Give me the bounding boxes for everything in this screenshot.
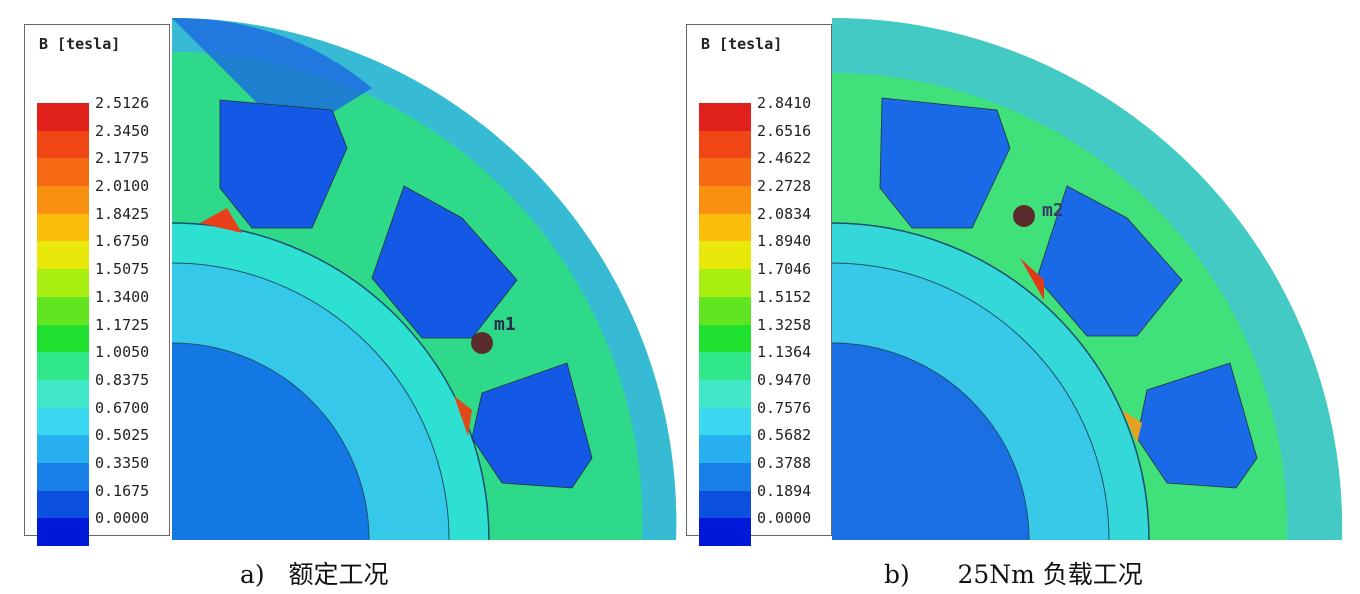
legend-title-b: B [tesla] — [701, 35, 783, 53]
caption-a: a) 额定工况 — [240, 560, 389, 589]
tick-label: 1.8425 — [95, 204, 150, 223]
color-swatch — [699, 324, 751, 353]
tick-label: 1.5075 — [95, 260, 150, 279]
color-swatch — [699, 352, 751, 380]
tick-label: 1.7046 — [757, 260, 812, 279]
color-swatch — [37, 130, 89, 159]
tick-label: 1.1725 — [95, 315, 150, 334]
tick-label: 0.8375 — [95, 370, 150, 389]
tick-label: 0.6700 — [95, 398, 150, 417]
tick-label: 0.5025 — [95, 426, 150, 445]
color-swatch — [37, 518, 89, 546]
tick-label: 0.1675 — [95, 481, 150, 500]
tick-label: 2.2728 — [757, 177, 812, 196]
tick-label: 2.8410 — [757, 94, 812, 112]
legend-title-a: B [tesla] — [39, 35, 121, 53]
tick-label: 1.3400 — [95, 287, 150, 306]
color-swatch — [699, 462, 751, 491]
color-swatch — [699, 296, 751, 325]
tick-label: 0.9470 — [757, 370, 812, 389]
color-swatch — [37, 158, 89, 187]
tick-label: 0.0000 — [95, 509, 150, 528]
tick-label: 1.8940 — [757, 232, 812, 251]
tick-label: 2.0100 — [95, 177, 150, 196]
color-swatch — [699, 241, 751, 270]
color-swatch — [699, 435, 751, 463]
tick-labels-a: 2.5126 2.3450 2.1775 2.0100 1.8425 1.6750 1.50… — [95, 95, 149, 526]
legend-a: B [tesla] 2.5126 2.3450 2.1775 2.0100 1.8425… — [24, 24, 170, 546]
color-swatch — [37, 407, 89, 436]
color-swatch — [37, 269, 89, 297]
color-swatch — [37, 241, 89, 270]
tick-label: 0.0000 — [757, 509, 812, 528]
tick-label: 1.0050 — [95, 343, 150, 362]
probe-label-b: m2 — [1042, 200, 1064, 221]
color-swatch — [699, 269, 751, 297]
tick-label: 1.3258 — [757, 315, 812, 334]
color-swatch — [699, 130, 751, 159]
flux-density-map-a: m1 — [172, 18, 677, 540]
tick-label: 0.3350 — [95, 453, 150, 472]
tick-label: 1.1364 — [757, 343, 812, 362]
tick-label: 0.5682 — [757, 426, 812, 445]
color-swatch — [37, 103, 89, 131]
color-swatch — [37, 379, 89, 408]
tick-label: 1.5152 — [757, 287, 812, 306]
color-swatch — [699, 103, 751, 131]
color-swatch — [37, 462, 89, 491]
tick-label: 2.6516 — [757, 121, 812, 140]
flux-density-map-b: m2 — [832, 18, 1343, 540]
color-swatch — [37, 296, 89, 325]
legend-b: B [tesla] 2.8410 2.6516 2.4622 2.2728 2.0834… — [686, 24, 832, 546]
tick-label: 1.6750 — [95, 232, 150, 251]
tick-label: 2.4622 — [757, 149, 812, 168]
color-swatch — [37, 186, 89, 214]
tick-label: 2.3450 — [95, 121, 150, 140]
color-swatch — [699, 213, 751, 242]
tick-label: 0.1894 — [757, 481, 812, 500]
color-swatch — [37, 352, 89, 380]
color-scale-b — [699, 103, 751, 546]
tick-label: 2.1775 — [95, 149, 150, 168]
color-swatch — [37, 490, 89, 519]
caption-b: b) 25Nm 负载工况 — [884, 560, 1143, 589]
color-swatch — [699, 158, 751, 187]
tick-label: 0.3788 — [757, 453, 812, 472]
color-swatch — [699, 379, 751, 408]
tick-label: 2.0834 — [757, 204, 812, 223]
color-swatch — [699, 490, 751, 519]
color-swatch — [699, 407, 751, 436]
color-swatch — [699, 518, 751, 546]
color-swatch — [37, 324, 89, 353]
color-scale-a — [37, 103, 89, 546]
color-swatch — [37, 435, 89, 463]
color-swatch — [699, 186, 751, 214]
probe-label-a: m1 — [494, 314, 516, 335]
tick-labels-b: 2.8410 2.6516 2.4622 2.2728 2.0834 1.8940 1.70… — [757, 95, 811, 526]
color-swatch — [37, 213, 89, 242]
tick-label: 2.5126 — [95, 94, 150, 112]
tick-label: 0.7576 — [757, 398, 812, 417]
